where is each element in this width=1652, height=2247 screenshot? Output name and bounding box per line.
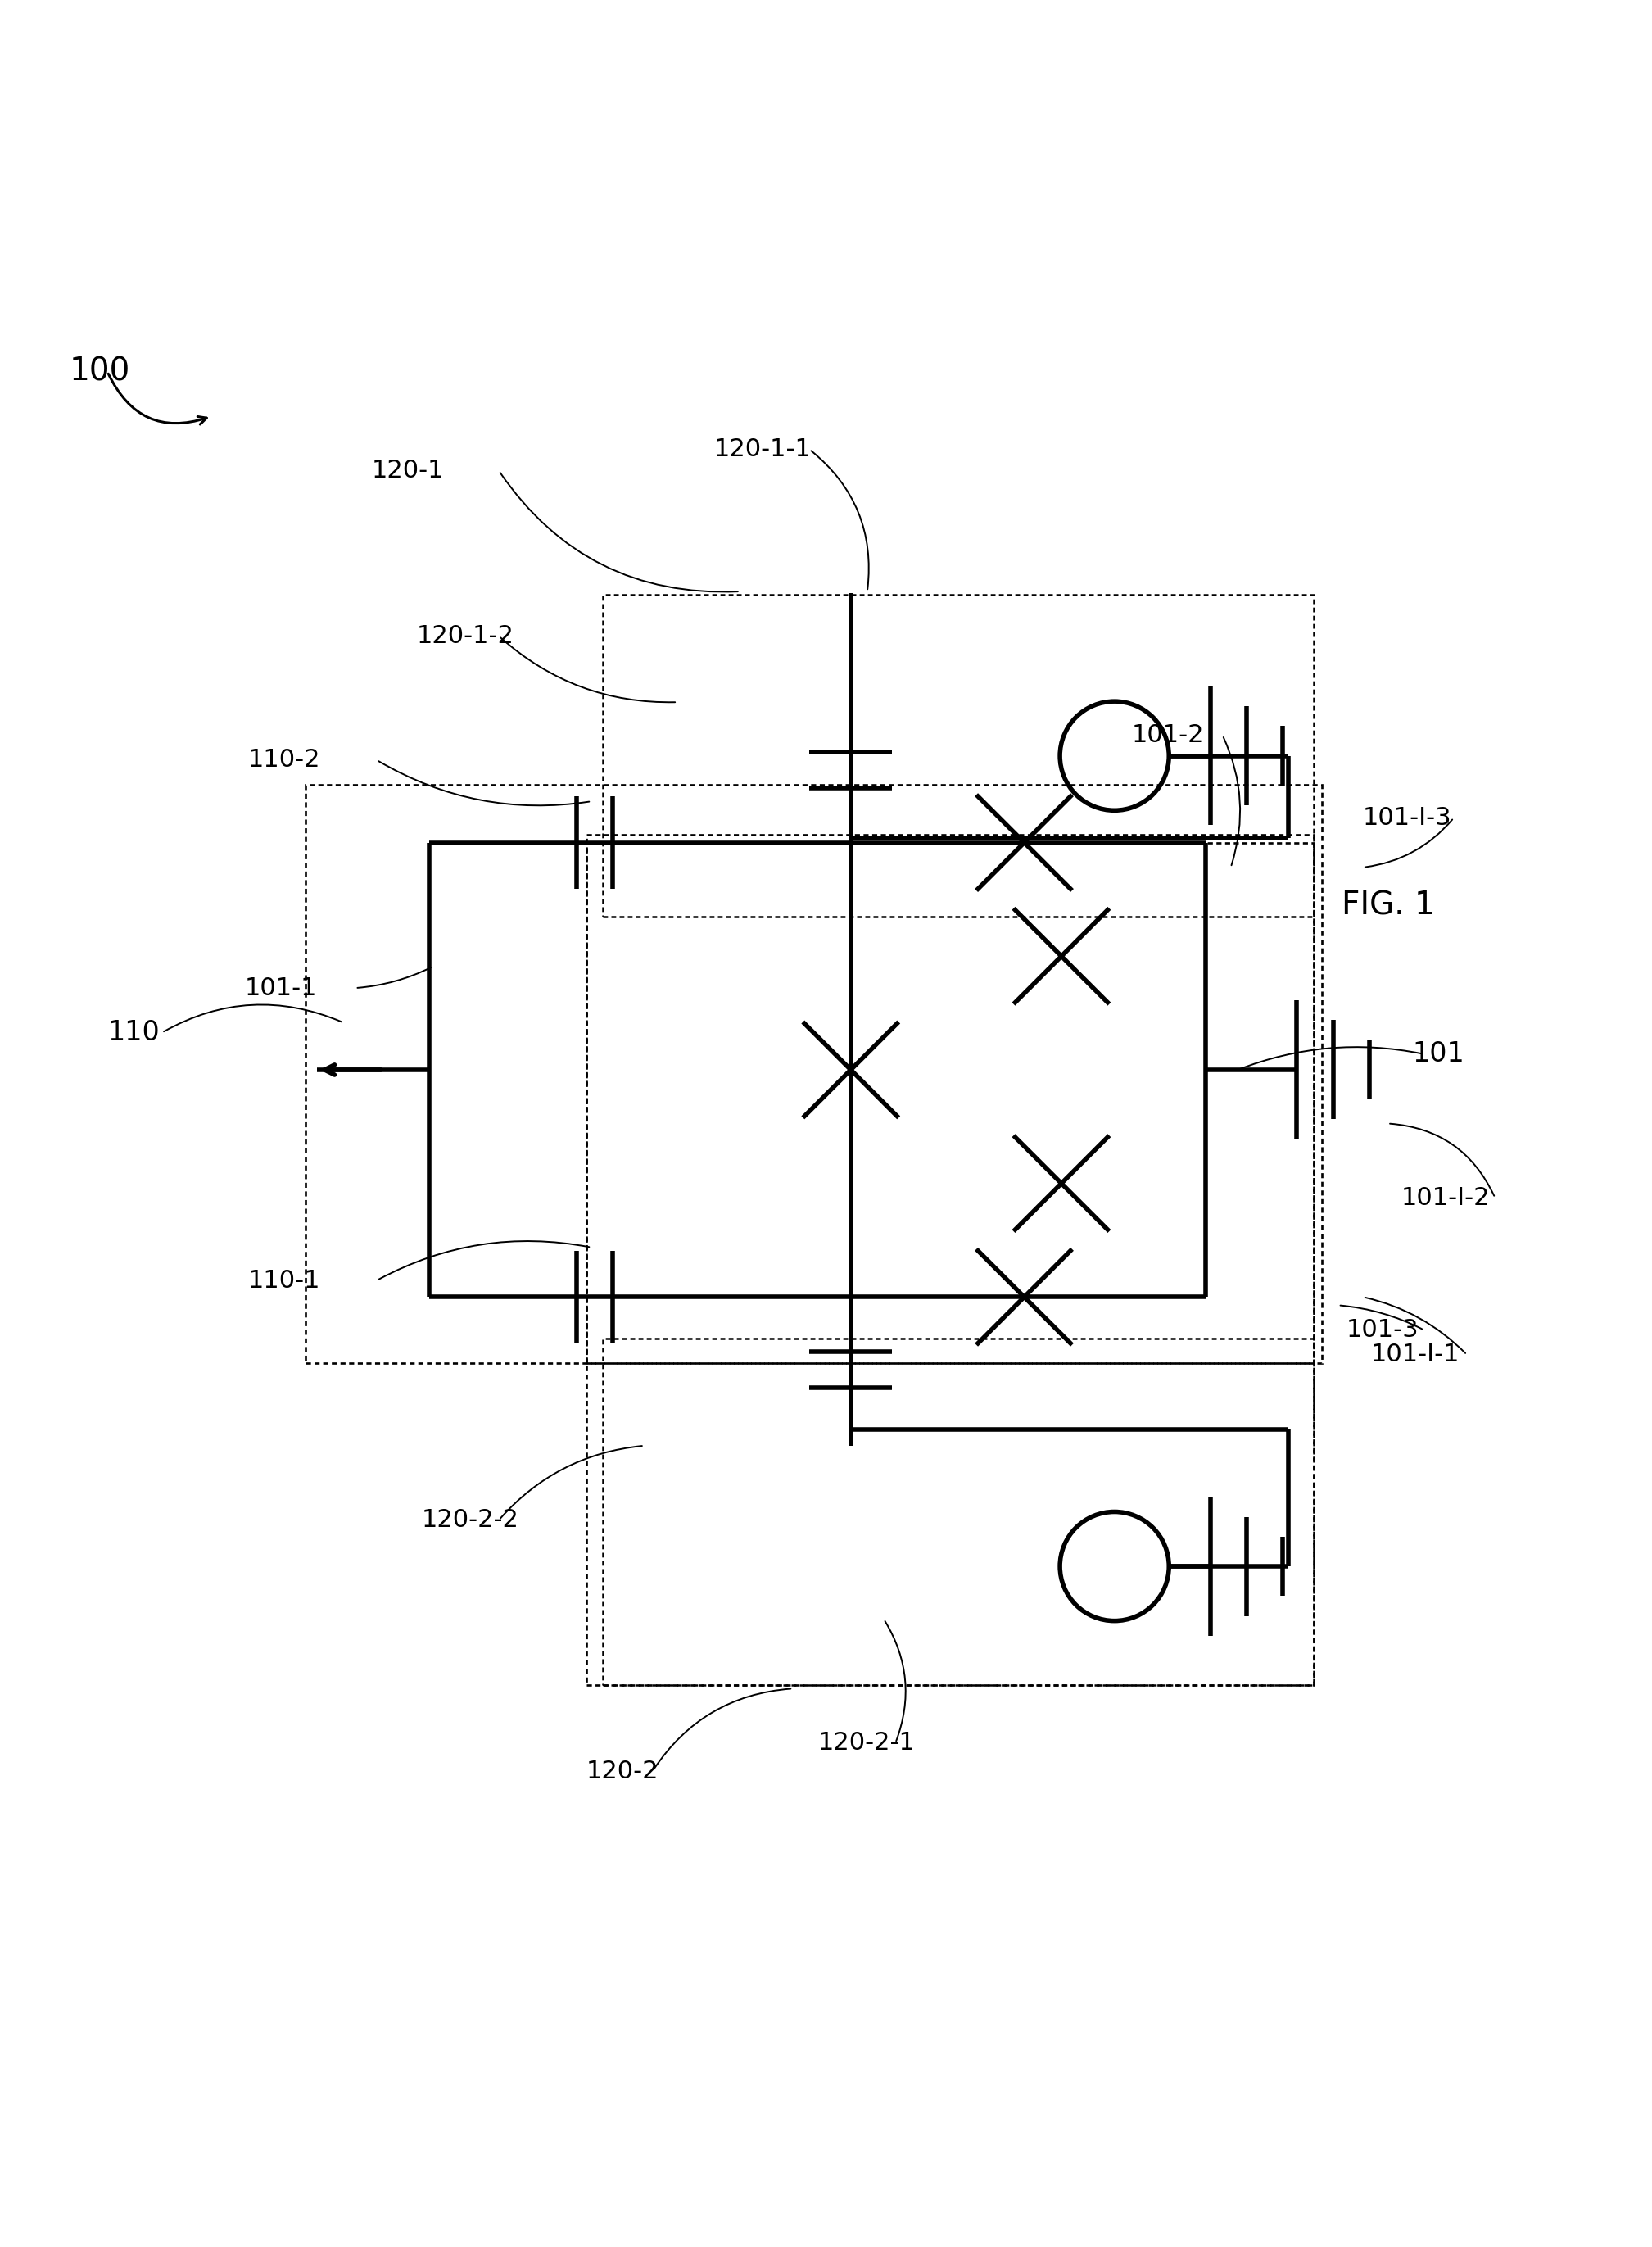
Text: 120-2-1: 120-2-1 [818, 1730, 915, 1755]
Text: 110-2: 110-2 [248, 748, 320, 773]
Text: 100: 100 [69, 355, 131, 386]
Text: 101-I-2: 101-I-2 [1401, 1186, 1490, 1209]
Text: 101-2: 101-2 [1132, 724, 1204, 746]
Bar [306, 784, 1322, 1364]
Text: 101-I-1: 101-I-1 [1371, 1344, 1460, 1366]
Text: 101-3: 101-3 [1346, 1319, 1419, 1341]
Text: 120-2: 120-2 [586, 1759, 659, 1784]
Text: 110: 110 [107, 1020, 160, 1047]
Text: 120-2-2: 120-2-2 [421, 1508, 519, 1532]
Bar [603, 595, 1313, 917]
Bar [586, 834, 1313, 1685]
Text: 101: 101 [1412, 1040, 1465, 1067]
Text: 120-1: 120-1 [372, 458, 444, 483]
Text: 110-1: 110-1 [248, 1270, 320, 1292]
Text: 101-I-3: 101-I-3 [1363, 807, 1452, 829]
Text: 120-1-1: 120-1-1 [714, 438, 811, 461]
Bar [603, 1339, 1313, 1685]
Bar [586, 843, 1313, 1364]
Text: 120-1-2: 120-1-2 [416, 625, 514, 647]
Text: 101-1: 101-1 [244, 975, 317, 1000]
Text: FIG. 1: FIG. 1 [1341, 890, 1434, 921]
